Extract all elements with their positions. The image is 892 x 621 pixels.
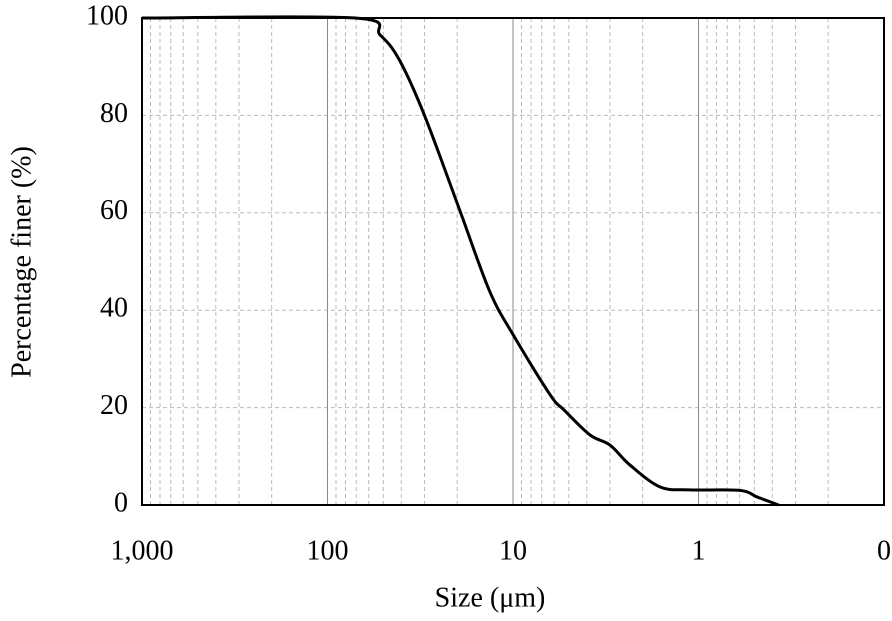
x-tick-label: 1 [692,535,706,566]
x-tick-label: 10 [499,535,527,566]
x-tick-label: 1,000 [111,535,174,566]
y-tick-label: 40 [100,293,128,324]
y-tick-label: 80 [100,98,128,129]
y-tick-label: 60 [100,195,128,226]
y-tick-label: 20 [100,390,128,421]
x-tick-label: 0 [877,535,891,566]
x-tick-label: 100 [307,535,349,566]
data-line [141,15,780,507]
y-tick-label: 100 [86,0,128,31]
plot-frame [141,17,885,506]
y-axis-label: Percentage finer (%) [6,146,37,378]
x-axis-label: Size (μm) [435,582,546,613]
y-tick-label: 0 [114,487,128,518]
